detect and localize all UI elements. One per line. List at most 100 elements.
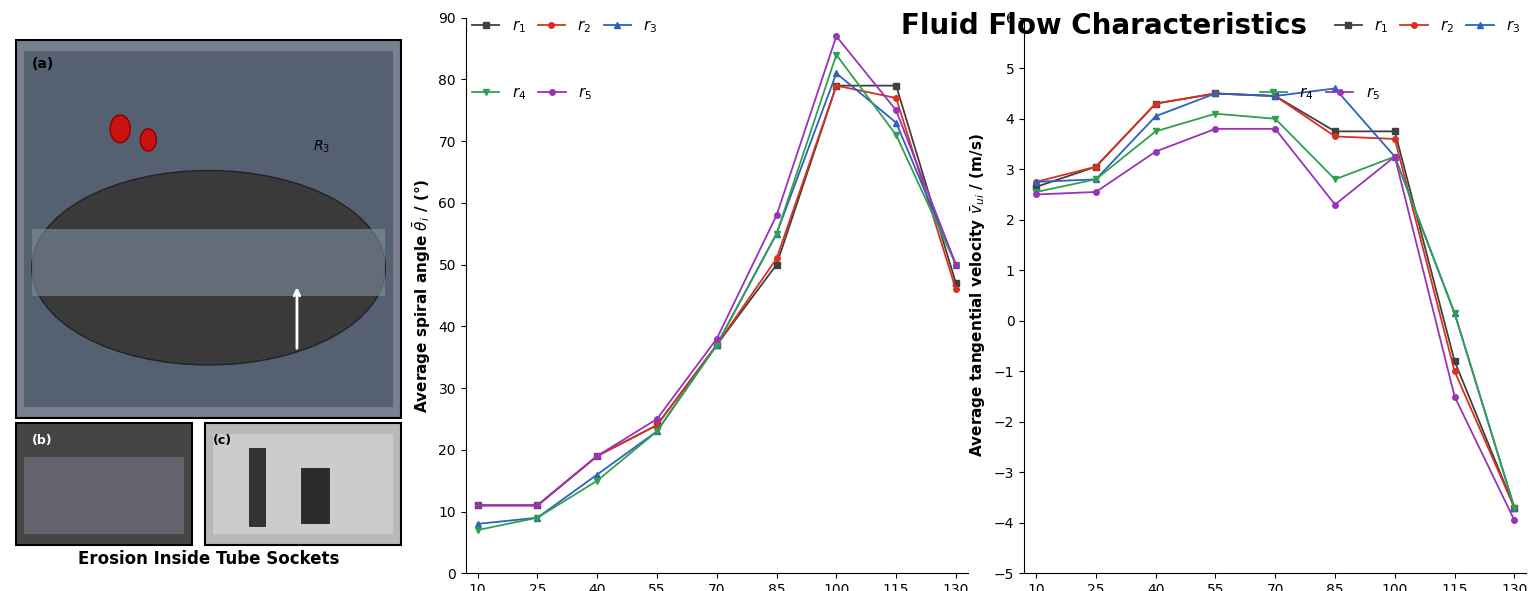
$r_1$ (707, 342, 726, 349)
$r_2$ (647, 421, 666, 428)
$r_4$ (588, 477, 606, 484)
$r_4$ (1086, 176, 1104, 183)
$r_2$ (827, 82, 845, 89)
$r_3$ (946, 261, 965, 268)
FancyBboxPatch shape (301, 467, 330, 523)
Line: $r_4$: $r_4$ (476, 52, 959, 533)
$r_4$ (1146, 128, 1164, 135)
FancyBboxPatch shape (15, 40, 402, 418)
$r_5$ (1266, 125, 1284, 132)
$r_3$ (767, 230, 785, 238)
$r_5$ (707, 335, 726, 342)
$r_4$ (1206, 110, 1224, 117)
$r_5$ (1385, 153, 1404, 160)
$r_5$ (1146, 148, 1164, 155)
Text: (a): (a) (32, 57, 54, 70)
Line: $r_2$: $r_2$ (1034, 90, 1517, 511)
$r_1$ (767, 261, 785, 268)
Line: $r_5$: $r_5$ (1034, 126, 1517, 523)
$r_3$ (1146, 113, 1164, 120)
$r_5$ (468, 502, 486, 509)
Line: $r_1$: $r_1$ (476, 83, 959, 508)
$r_4$ (767, 230, 785, 238)
$r_4$ (946, 261, 965, 268)
$r_3$ (468, 520, 486, 527)
$r_3$ (1026, 178, 1045, 186)
FancyBboxPatch shape (23, 457, 184, 534)
$r_1$ (588, 453, 606, 460)
$r_1$ (647, 421, 666, 428)
$r_3$ (1325, 85, 1344, 92)
$r_4$ (1266, 115, 1284, 122)
$r_3$ (528, 514, 546, 521)
Line: $r_2$: $r_2$ (476, 83, 959, 508)
Ellipse shape (32, 170, 385, 365)
$r_4$ (887, 131, 905, 138)
Y-axis label: Average tangential velocity $\bar{v}_{ui}$ / (m/s): Average tangential velocity $\bar{v}_{ui… (969, 134, 988, 457)
$r_5$ (767, 212, 785, 219)
$r_3$ (887, 119, 905, 126)
$r_2$ (1325, 133, 1344, 140)
$r_2$ (1026, 178, 1045, 186)
$r_4$ (647, 428, 666, 435)
Text: Fluid Flow Characteristics: Fluid Flow Characteristics (902, 12, 1307, 40)
$r_1$ (1146, 100, 1164, 107)
$r_4$ (528, 514, 546, 521)
FancyBboxPatch shape (204, 423, 402, 545)
$r_1$ (1266, 92, 1284, 99)
$r_5$ (528, 502, 546, 509)
$r_1$ (1325, 128, 1344, 135)
$r_2$ (528, 502, 546, 509)
$r_1$ (1505, 504, 1523, 511)
$r_5$ (1086, 189, 1104, 196)
FancyBboxPatch shape (15, 423, 192, 545)
$r_2$ (588, 453, 606, 460)
$r_2$ (1086, 163, 1104, 170)
$r_3$ (647, 428, 666, 435)
$r_1$ (1385, 128, 1404, 135)
FancyBboxPatch shape (23, 51, 393, 407)
Circle shape (110, 115, 130, 143)
Circle shape (140, 129, 156, 151)
Legend: $r_4$, $r_5$: $r_4$, $r_5$ (1253, 79, 1385, 108)
$r_5$ (1206, 125, 1224, 132)
$r_1$ (827, 82, 845, 89)
$r_4$ (1026, 189, 1045, 196)
$r_3$ (1385, 153, 1404, 160)
$r_2$ (1146, 100, 1164, 107)
$r_5$ (887, 107, 905, 114)
Line: $r_3$: $r_3$ (476, 70, 959, 527)
$r_4$ (1445, 310, 1463, 317)
$r_5$ (1325, 201, 1344, 208)
Line: $r_3$: $r_3$ (1034, 86, 1517, 511)
$r_1$ (946, 280, 965, 287)
$r_3$ (1206, 90, 1224, 97)
Line: $r_5$: $r_5$ (476, 34, 959, 508)
Legend: $r_4$, $r_5$: $r_4$, $r_5$ (466, 79, 598, 108)
$r_3$ (827, 70, 845, 77)
FancyBboxPatch shape (213, 434, 393, 534)
$r_2$ (1445, 368, 1463, 375)
$r_4$ (1505, 504, 1523, 511)
$r_3$ (588, 471, 606, 478)
$r_1$ (1026, 183, 1045, 190)
$r_5$ (1026, 191, 1045, 198)
$r_1$ (1445, 358, 1463, 365)
Text: $R_3$: $R_3$ (313, 139, 330, 155)
Text: (b): (b) (32, 434, 52, 447)
$r_1$ (528, 502, 546, 509)
$r_4$ (1385, 153, 1404, 160)
Line: $r_4$: $r_4$ (1034, 111, 1517, 511)
$r_2$ (767, 255, 785, 262)
$r_5$ (1445, 393, 1463, 400)
$r_5$ (827, 33, 845, 40)
$r_3$ (707, 342, 726, 349)
$r_5$ (946, 261, 965, 268)
$r_3$ (1086, 176, 1104, 183)
$r_5$ (1505, 517, 1523, 524)
$r_5$ (588, 453, 606, 460)
$r_3$ (1266, 92, 1284, 99)
$r_2$ (887, 95, 905, 102)
Text: (c): (c) (213, 434, 232, 447)
FancyBboxPatch shape (32, 229, 385, 296)
